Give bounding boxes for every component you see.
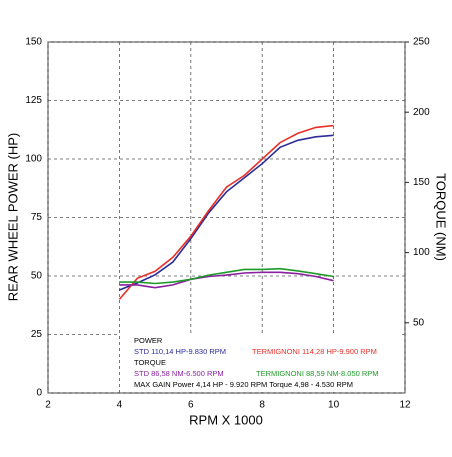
legend-group: POWER xyxy=(134,336,163,345)
annotation: MAX GAIN Power 4,14 HP - 9.920 RPM Torqu… xyxy=(134,380,353,389)
y2-tick-label: 250 xyxy=(413,37,430,48)
y-tick-label: 50 xyxy=(31,271,43,282)
series-line xyxy=(119,271,334,289)
legend-entry: STD 110,14 HP-9.830 RPM xyxy=(134,347,226,356)
legend-entry: TERMIGNONI 88,59 NM-8.050 RPM xyxy=(256,369,379,378)
series-line xyxy=(118,124,334,300)
legend-box xyxy=(120,334,402,392)
x-tick-label: 2 xyxy=(45,400,51,411)
y2-tick-label: 50 xyxy=(413,317,425,328)
y-axis-label: REAR WHEEL POWER (HP) xyxy=(5,133,20,302)
y-tick-label: 0 xyxy=(36,388,42,399)
y-tick-label: 125 xyxy=(25,95,42,106)
series-line xyxy=(119,267,334,285)
x-tick-label: 4 xyxy=(117,400,123,411)
series-line xyxy=(119,134,334,291)
legend-entry: TERMIGNONI 114,28 HP-9.900 RPM xyxy=(252,347,377,356)
x-tick-label: 12 xyxy=(399,400,411,411)
y-tick-label: 25 xyxy=(31,329,43,340)
x-tick-label: 10 xyxy=(328,400,340,411)
legend-group: TORQUE xyxy=(134,358,166,367)
x-tick-label: 6 xyxy=(188,400,194,411)
y2-tick-label: 100 xyxy=(413,247,430,258)
legend-entry: STD 86,58 NM-6.500 RPM xyxy=(134,369,224,378)
y-tick-label: 75 xyxy=(31,212,43,223)
y2-tick-label: 200 xyxy=(413,107,430,118)
y-tick-label: 150 xyxy=(25,37,42,48)
x-axis-label: RPM X 1000 xyxy=(189,412,263,427)
y2-tick-label: 150 xyxy=(413,177,430,188)
y-tick-label: 100 xyxy=(25,154,42,165)
x-tick-label: 8 xyxy=(259,400,265,411)
y2-axis-label: TORQUE (NM) xyxy=(434,173,449,261)
